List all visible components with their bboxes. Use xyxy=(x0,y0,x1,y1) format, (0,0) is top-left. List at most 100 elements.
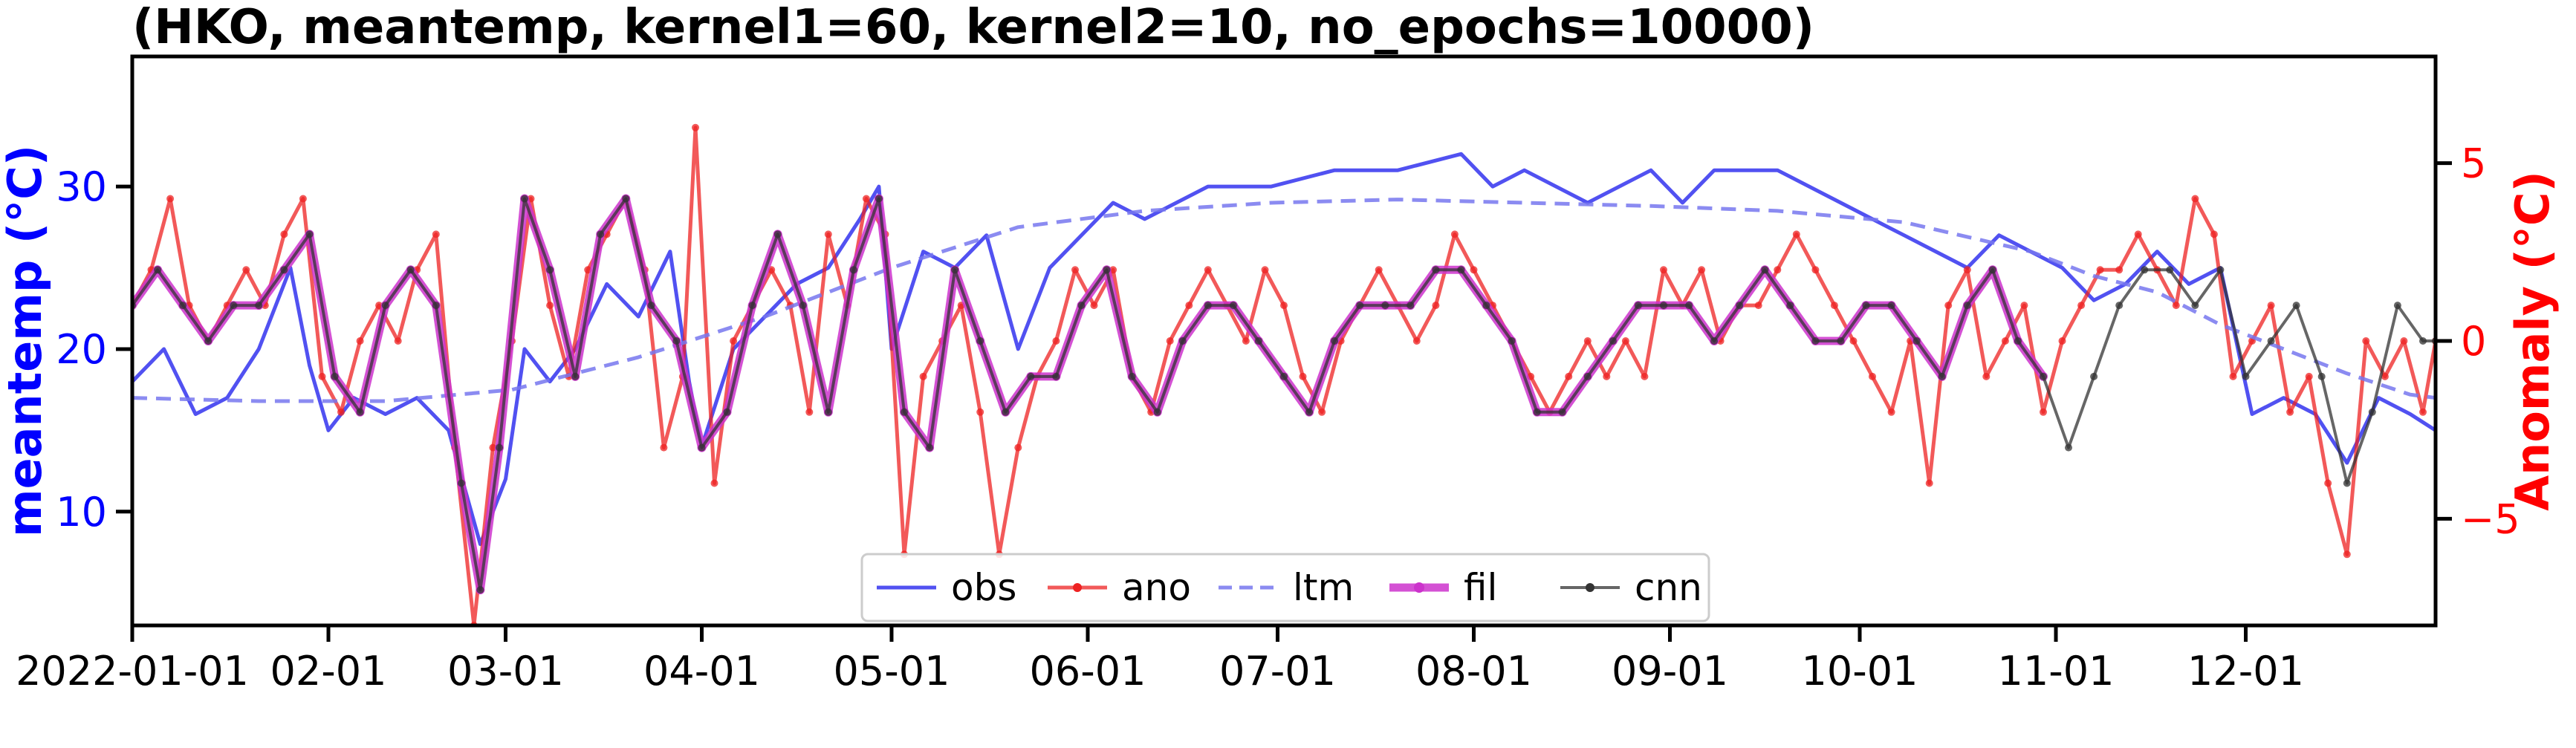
series-ano-point xyxy=(1849,337,1858,345)
series-ano-point xyxy=(489,443,497,452)
series-ano-point xyxy=(976,408,984,416)
series-cnn-point xyxy=(1331,337,1339,345)
series-cnn xyxy=(132,195,2436,594)
series-cnn-point xyxy=(1077,302,1086,310)
series-ano-point xyxy=(1830,302,1838,310)
series-cnn-point xyxy=(2393,302,2401,310)
series-obs-line xyxy=(132,152,2436,547)
series-ano-point xyxy=(2077,302,2086,310)
series-cnn-point xyxy=(1204,302,1212,310)
series-ano-point xyxy=(242,266,250,274)
series-ano-point xyxy=(1261,266,1269,274)
x-tick-label: 2022-01-01 xyxy=(16,648,249,695)
series-cnn-point xyxy=(951,266,959,274)
series-cnn-point xyxy=(672,337,681,345)
series-ano-point xyxy=(2040,408,2047,416)
y-axis-label-left: meantemp (°C) xyxy=(0,145,52,537)
series-cnn-point xyxy=(1002,408,1010,416)
series-cnn-point xyxy=(305,230,314,238)
series-cnn-point xyxy=(406,266,415,274)
y-tick-label-right: −5 xyxy=(2461,495,2520,542)
series-cnn-point xyxy=(1736,302,1744,310)
series-cnn-point xyxy=(799,302,807,310)
series-cnn-point xyxy=(1660,302,1667,310)
x-tick-label: 04-01 xyxy=(643,648,760,695)
series-ano-point xyxy=(356,337,364,345)
x-tick-label: 11-01 xyxy=(1998,648,2115,695)
series-ano-point xyxy=(862,195,870,203)
series-cnn-point xyxy=(1963,302,1971,310)
series-ano-point xyxy=(1621,337,1629,345)
series-fil-line xyxy=(132,195,2047,594)
series-cnn-point xyxy=(381,302,389,310)
series-cnn-point xyxy=(597,230,605,238)
series-ano-point xyxy=(2229,372,2237,380)
legend-label: ano xyxy=(1122,566,1191,609)
series-cnn-point xyxy=(1634,302,1642,310)
series-ano-point xyxy=(166,195,175,203)
y-tick-label-left: 20 xyxy=(56,326,107,373)
series-ano-point xyxy=(1318,408,1326,416)
series-ano-point xyxy=(1869,372,1876,380)
series-cnn-point xyxy=(496,443,503,452)
series-cnn-point xyxy=(1508,337,1516,345)
series-cnn-point xyxy=(255,302,263,310)
legend-box xyxy=(860,553,1710,622)
series-cnn-point xyxy=(2267,337,2275,345)
series-cnn-point xyxy=(2141,266,2149,274)
series-cnn-point xyxy=(875,195,883,203)
y-tick-label-left: 30 xyxy=(56,163,107,210)
series-ano-point xyxy=(2172,302,2180,310)
series-ano-point xyxy=(805,408,814,416)
series-cnn-point xyxy=(179,302,187,310)
series-cnn-point xyxy=(1052,372,1060,380)
x-tick-label: 09-01 xyxy=(1612,648,1728,695)
series-ano-point xyxy=(2210,230,2218,238)
series-cnn-point xyxy=(280,266,288,274)
series-ano-point xyxy=(2381,372,2389,380)
series-cnn-point xyxy=(204,337,212,345)
series-cnn-point xyxy=(1811,337,1820,345)
series-cnn-point xyxy=(432,302,440,310)
series-ano-point xyxy=(2020,302,2028,310)
series-cnn-point xyxy=(622,195,630,203)
series-cnn-point xyxy=(1988,266,1996,274)
series-ano-point xyxy=(1698,266,1706,274)
series-cnn-point xyxy=(1761,266,1769,274)
series-ano-point xyxy=(1641,372,1649,380)
x-tick-label: 05-01 xyxy=(834,648,950,695)
series-cnn-point xyxy=(356,408,364,416)
series-cnn-point xyxy=(546,266,554,274)
legend-label: obs xyxy=(951,566,1016,609)
series-cnn-point xyxy=(1305,408,1314,416)
series-ano-point xyxy=(1014,443,1022,452)
series-ano-point xyxy=(1982,372,1991,380)
series-cnn-point xyxy=(849,266,857,274)
series-ano-point xyxy=(710,479,718,487)
series-ano-point xyxy=(1375,266,1383,274)
series-ano-point xyxy=(1603,372,1611,380)
series-cnn-point xyxy=(1710,337,1719,345)
axes-layer: 2022-01-01 02-01 03-01 04-01 05-01 06-01 07-01… xyxy=(16,140,2520,695)
series-cnn-point xyxy=(476,586,484,594)
series-cnn-point xyxy=(457,479,465,487)
series-cnn-point xyxy=(1153,408,1161,416)
series-cnn-point xyxy=(1280,372,1288,380)
series-ano-point xyxy=(1944,302,1953,310)
y-axis-label-right: Anomaly (°C) xyxy=(2505,171,2560,511)
series-cnn-point xyxy=(824,408,832,416)
series-cnn-point xyxy=(2014,337,2022,345)
series-cnn-point xyxy=(2343,479,2351,487)
series-ano-point xyxy=(2343,550,2351,559)
series-ano-point xyxy=(1166,337,1174,345)
series-cnn-point xyxy=(2242,372,2250,380)
y-tick-label-left: 10 xyxy=(56,489,107,536)
series-ano-point xyxy=(660,443,668,452)
series-cnn-point xyxy=(2166,266,2174,274)
series-ano-point xyxy=(1185,302,1193,310)
series-ano-point xyxy=(1925,479,1933,487)
series-ano-point xyxy=(1052,337,1060,345)
series-ano-point xyxy=(1090,302,1098,310)
series-cnn-point xyxy=(1685,302,1693,310)
y-tick-label-right: 5 xyxy=(2461,140,2486,187)
